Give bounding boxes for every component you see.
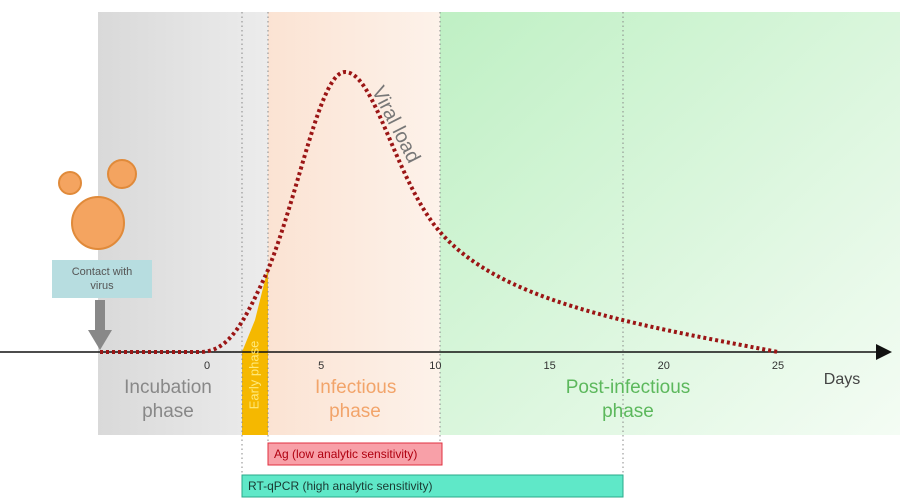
diagram: Viral load Contact with virus 0510152025… [0, 0, 900, 498]
ag-label: Ag (low analytic sensitivity) [274, 447, 417, 461]
tick-label: 25 [772, 360, 784, 372]
contact-label-box: Contact with virus [52, 260, 152, 298]
tick-label: 20 [658, 360, 670, 372]
post-infectious-label-box: Post-infectious phase [538, 376, 718, 426]
tick-label: 15 [543, 360, 555, 372]
post-infectious-label: Post-infectious phase [538, 376, 718, 424]
contact-label: Contact with virus [52, 260, 152, 293]
incubation-label-box: Incubation phase [108, 376, 228, 426]
tick-label: 0 [204, 360, 210, 372]
axis-label: Days [824, 371, 860, 388]
tick-label: 10 [429, 360, 441, 372]
contact-arrow-shaft [95, 300, 105, 330]
incubation-label: Incubation phase [108, 376, 228, 424]
infectious-label: Infectious phase [295, 376, 415, 424]
infectious-region [268, 12, 440, 435]
infectious-label-box: Infectious phase [295, 376, 415, 426]
tick-label: 5 [318, 360, 324, 372]
rtqpcr-label: RT-qPCR (high analytic sensitivity) [248, 479, 433, 493]
early-label: Early phase [246, 341, 261, 410]
